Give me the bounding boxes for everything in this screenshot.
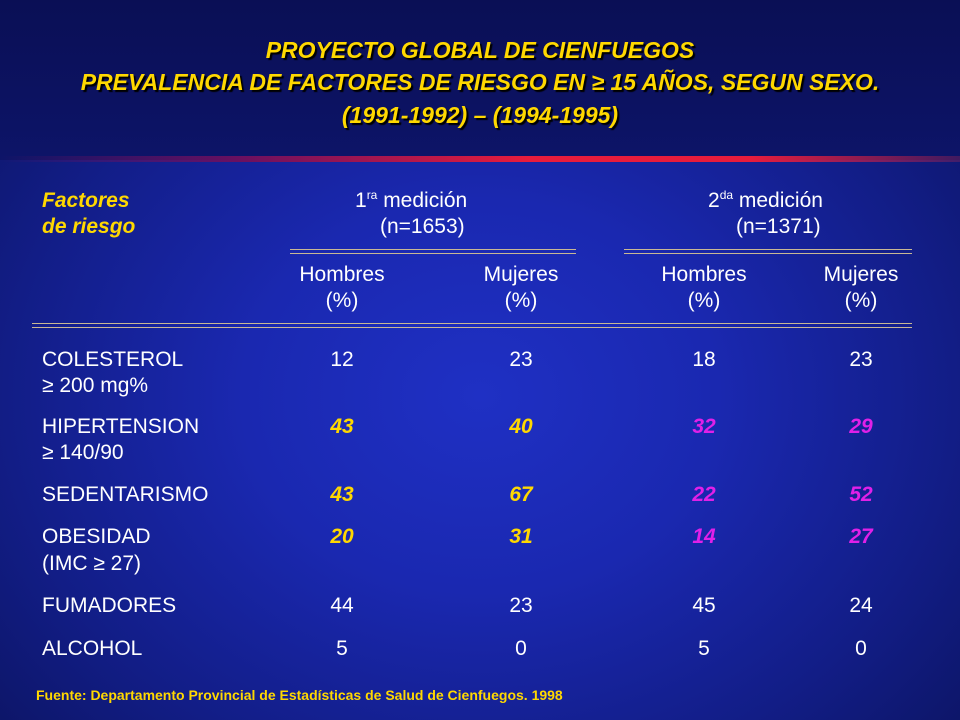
row-sedentarismo-h2: 22 <box>692 483 716 506</box>
source-footer: Fuente: Departamento Provincial de Estad… <box>36 687 563 703</box>
header-rule <box>32 323 912 328</box>
col-header-mujeres-2: Mujeres (%) <box>823 263 899 312</box>
measure-2-rule <box>624 249 912 254</box>
header-band <box>0 0 960 160</box>
row-sedentarismo-m1: 67 <box>509 483 533 506</box>
row-colesterol-h1: 12 <box>330 348 354 371</box>
row-alcohol-name: ALCOHOL <box>42 637 143 660</box>
col-header-hombres-1: Hombres (%) <box>299 263 385 312</box>
row-sedentarismo-h1: 43 <box>330 483 354 506</box>
row-sedentarismo-m2: 52 <box>849 483 873 506</box>
row-alcohol-m2: 0 <box>855 637 867 660</box>
title-line-2: PREVALENCIA DE FACTORES DE RIESGO EN ≥ 1… <box>80 69 880 95</box>
row-sedentarismo-name: SEDENTARISMO <box>42 483 209 506</box>
row-hipertension-m1: 40 <box>509 415 533 438</box>
col-header-mujeres-1: Mujeres (%) <box>483 263 559 312</box>
row-obesidad-h2: 14 <box>692 525 716 548</box>
row-colesterol-m1: 23 <box>509 348 533 371</box>
row-colesterol-h2: 18 <box>692 348 716 371</box>
row-alcohol-m1: 0 <box>515 637 527 660</box>
measure-1-label: 1ra medición <box>355 188 468 212</box>
header-divider <box>0 156 960 162</box>
row-alcohol-h1: 5 <box>336 637 348 660</box>
row-fumadores-h2: 45 <box>692 594 716 617</box>
row-hipertension-h2: 32 <box>692 415 716 438</box>
factor-header-line-2: de riesgo <box>42 215 136 238</box>
row-obesidad-h1: 20 <box>330 525 354 548</box>
measure-2-label: 2da medición <box>708 188 823 212</box>
measure-2-n: (n=1371) <box>736 215 821 238</box>
row-hipertension-sub: ≥ 140/90 <box>42 441 124 464</box>
row-colesterol-sub: ≥ 200 mg% <box>42 374 149 397</box>
title-line-1: PROYECTO GLOBAL DE CIENFUEGOS <box>265 37 695 63</box>
row-hipertension-name: HIPERTENSION <box>42 415 200 438</box>
row-fumadores-name: FUMADORES <box>42 594 177 617</box>
row-obesidad-name: OBESIDAD <box>42 525 151 548</box>
row-hipertension-h1: 43 <box>330 415 354 438</box>
row-colesterol-m2: 23 <box>849 348 873 371</box>
title-line-3: (1991-1992) – (1994-1995) <box>341 102 619 128</box>
row-fumadores-m2: 24 <box>849 594 873 617</box>
measure-1-n: (n=1653) <box>380 215 465 238</box>
row-colesterol-name: COLESTEROL <box>42 348 184 371</box>
row-fumadores-h1: 44 <box>330 594 354 617</box>
factor-header-line-1: Factores <box>42 189 130 212</box>
row-alcohol-h2: 5 <box>698 637 710 660</box>
measure-1-rule <box>290 249 576 254</box>
row-fumadores-m1: 23 <box>509 594 533 617</box>
row-obesidad-m2: 27 <box>849 525 873 548</box>
row-hipertension-m2: 29 <box>849 415 873 438</box>
row-obesidad-m1: 31 <box>509 525 533 548</box>
row-obesidad-sub: (IMC ≥ 27) <box>42 552 142 575</box>
col-header-hombres-2: Hombres (%) <box>661 263 747 312</box>
